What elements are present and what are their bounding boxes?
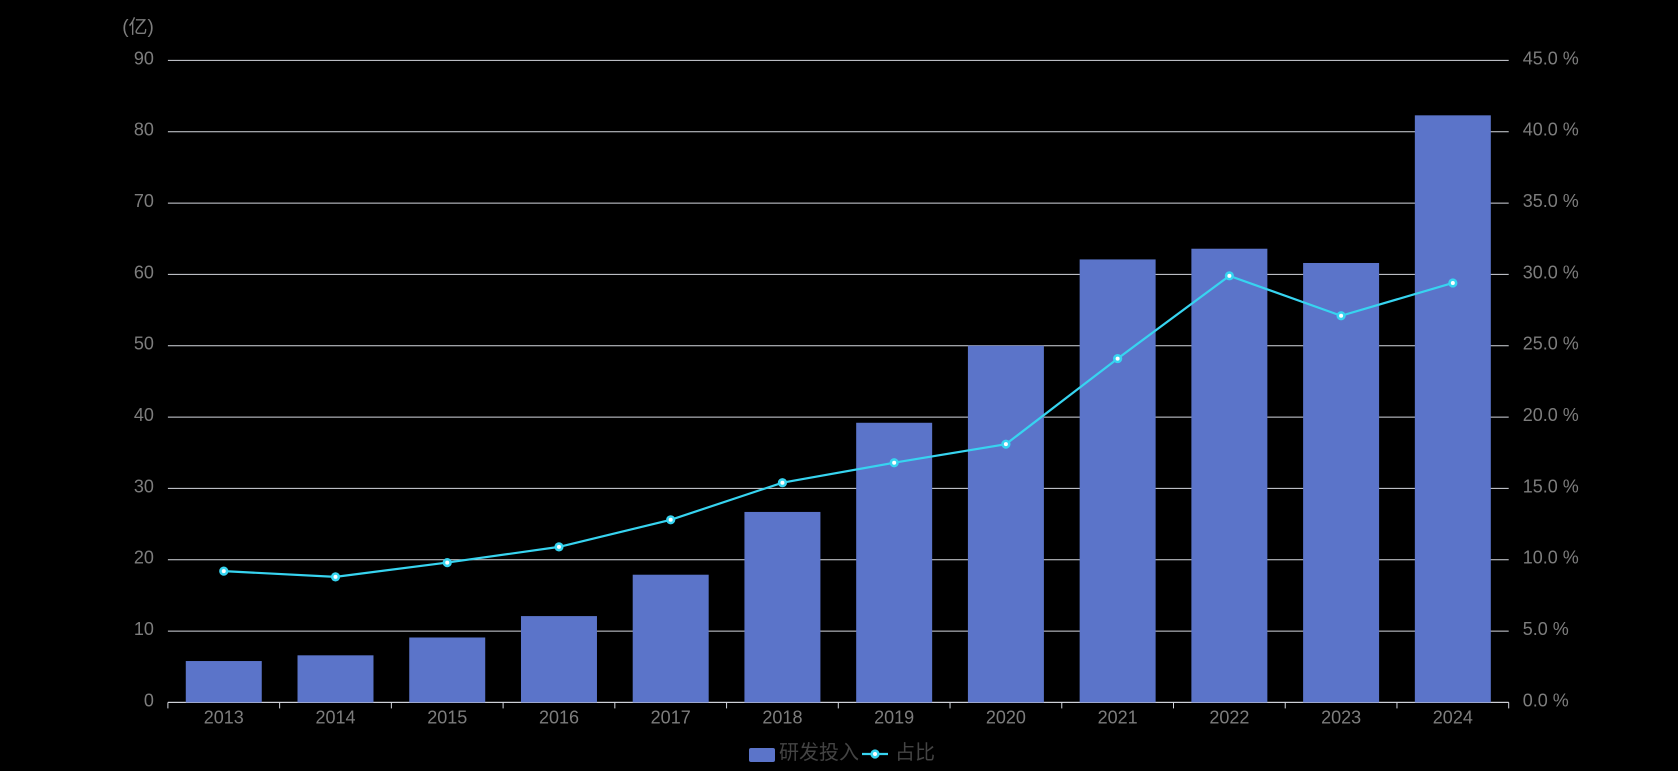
svg-text:0: 0 xyxy=(144,690,154,710)
svg-text:2024: 2024 xyxy=(1433,707,1473,727)
svg-text:35.0 %: 35.0 % xyxy=(1523,191,1579,211)
svg-text:90: 90 xyxy=(134,48,154,68)
svg-text:25.0 %: 25.0 % xyxy=(1523,334,1579,354)
svg-text:2019: 2019 xyxy=(874,707,914,727)
svg-text:20.0 %: 20.0 % xyxy=(1523,405,1579,425)
svg-text:80: 80 xyxy=(134,120,154,140)
svg-text:2015: 2015 xyxy=(427,707,467,727)
svg-text:0.0 %: 0.0 % xyxy=(1523,690,1569,710)
svg-text:研发投入: 研发投入 xyxy=(779,741,859,764)
svg-text:2021: 2021 xyxy=(1098,707,1138,727)
svg-text:70: 70 xyxy=(134,191,154,211)
svg-text:60: 60 xyxy=(134,262,154,282)
svg-text:15.0 %: 15.0 % xyxy=(1523,476,1579,496)
svg-text:40: 40 xyxy=(134,405,154,425)
svg-text:30: 30 xyxy=(134,476,154,496)
svg-text:2018: 2018 xyxy=(762,707,802,727)
svg-text:2016: 2016 xyxy=(539,707,579,727)
svg-text:(亿): (亿) xyxy=(122,16,154,38)
svg-text:2017: 2017 xyxy=(651,707,691,727)
svg-text:20: 20 xyxy=(134,548,154,568)
svg-text:占比: 占比 xyxy=(895,741,935,764)
svg-text:5.0 %: 5.0 % xyxy=(1523,619,1569,639)
svg-text:10.0 %: 10.0 % xyxy=(1523,548,1579,568)
svg-text:2020: 2020 xyxy=(986,707,1026,727)
svg-text:2014: 2014 xyxy=(315,707,355,727)
svg-text:2022: 2022 xyxy=(1209,707,1249,727)
svg-text:45.0 %: 45.0 % xyxy=(1523,48,1579,68)
svg-text:30.0 %: 30.0 % xyxy=(1523,262,1579,282)
svg-text:10: 10 xyxy=(134,619,154,639)
svg-text:2013: 2013 xyxy=(204,707,244,727)
svg-text:40.0 %: 40.0 % xyxy=(1523,120,1579,140)
svg-text:50: 50 xyxy=(134,334,154,354)
svg-text:2023: 2023 xyxy=(1321,707,1361,727)
